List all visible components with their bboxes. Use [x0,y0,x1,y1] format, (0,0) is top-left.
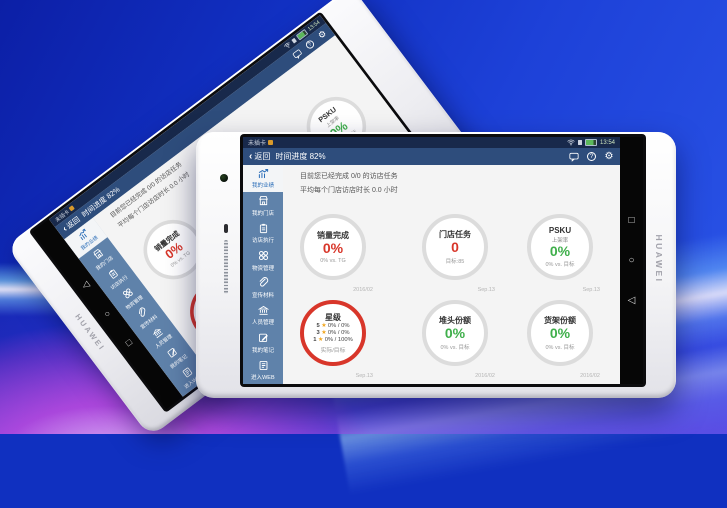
kpi-card-shelf-share[interactable]: 货架份额 0% 0% vs. 目标 2016/02 [527,300,600,379]
sidebar-item-web[interactable]: 进入WEB [243,357,283,384]
nav-home-button[interactable]: ○ [628,254,635,266]
sidebar-item-promo[interactable]: 宣传材料 [243,275,283,302]
sidebar-item-stores[interactable]: 我的门店 [243,192,283,219]
summary-line-2: 平均每个门店访店时长 0.0 小时 [300,187,398,194]
settings-gear-icon[interactable]: ⚙ [604,150,614,162]
card-date: Sep.13 [477,287,495,293]
help-icon[interactable]: ? [304,38,316,51]
note-pencil-icon [258,333,268,343]
nav-back-button[interactable]: ◁ [79,279,92,292]
star-icon: ★ [321,323,327,330]
back-chevron-icon: ‹ [249,150,253,162]
screen-glass: 未插卡 13:54 ‹ 返回 时间进度 82% ? ⚙ [240,134,646,387]
paperclip-icon [259,277,268,288]
speaker-grille [224,240,228,294]
light-sensor [224,224,228,233]
time-progress-label: 时间进度 82% [275,152,326,161]
wifi-icon [567,139,575,146]
sidebar-item-personnel[interactable]: 人员管理 [243,302,283,329]
store-icon [258,196,268,206]
kpi-card-display-share[interactable]: 堆头份额 0% 0% vs. 目标 2016/02 [422,300,495,379]
star-icon: ★ [317,337,324,344]
card-date: Sep.13 [582,287,600,293]
front-tablet: HUAWEI 未插卡 13:54 ‹ 返回 时间进度 82% ? [196,132,676,398]
back-button[interactable]: ‹ 返回 [249,151,270,162]
sim-badge-icon [268,140,274,145]
status-bar: 未插卡 13:54 [243,137,620,148]
clipboard-icon [259,223,267,233]
dashboard-content: 目前您已经完成 0/0 的访店任务 平均每个门店访店时长 0.0 小时 销量完成… [283,165,620,384]
bank-icon [258,305,268,315]
nav-back-button[interactable]: ◁ [627,294,636,306]
status-doc-icon [577,139,582,146]
clock: 13:54 [599,139,615,146]
android-nav-bar: □ ○ ◁ [620,137,643,384]
chart-icon [258,168,268,179]
sidebar-item-visits[interactable]: 访店执行 [243,220,283,247]
sidebar-item-notes[interactable]: 我的笔记 [243,329,283,356]
card-date: Sep.13 [355,373,373,379]
nav-recents-button[interactable]: □ [628,214,635,226]
back-label: 返回 [254,152,271,161]
kpi-card-store-tasks[interactable]: 门店任务 0 目标:85 Sep.13 [422,214,495,293]
sim-badge-icon [68,205,75,212]
card-date: 2016/02 [580,373,600,379]
sidebar-item-materials[interactable]: 物资管理 [243,247,283,274]
sim-status-label: 未插卡 [248,141,267,147]
help-icon[interactable]: ? [587,152,596,161]
sidebar: 我的业绩 我的门店 访店执行 物资管理 宣传材料 [243,165,283,384]
kpi-card-star-rating[interactable]: 星级 5★0% / 0% 3★0% / 0% 1★0% / 100% 实际/目标… [300,300,373,379]
settings-gear-icon[interactable]: ⚙ [316,28,329,42]
card-date: 2016/02 [475,373,495,379]
battery-icon [584,139,597,146]
kpi-card-sales[interactable]: 销量完成 0% 0% vs. TG 2016/02 [300,214,373,293]
summary-line-1: 目前您已经完成 0/0 的访店任务 [300,173,398,180]
star-icon: ★ [321,330,327,337]
nav-recents-button[interactable]: □ [123,337,135,349]
app-header: ‹ 返回 时间进度 82% ? ⚙ [243,148,620,165]
app-screen: 未插卡 13:54 ‹ 返回 时间进度 82% ? ⚙ [243,137,620,384]
front-camera [220,174,228,182]
webdoc-icon [259,360,267,370]
sidebar-item-performance[interactable]: 我的业绩 [243,165,283,193]
status-doc-icon [291,37,298,44]
card-date: 2016/02 [353,287,373,293]
message-icon[interactable] [291,48,304,61]
message-icon[interactable] [569,152,579,162]
huawei-logo: HUAWEI [654,234,664,284]
grid-icon [258,251,268,261]
nav-home-button[interactable]: ○ [102,308,113,320]
kpi-card-psku[interactable]: PSKU 上架率 0% 0% vs. 目标 Sep.13 [527,214,600,293]
